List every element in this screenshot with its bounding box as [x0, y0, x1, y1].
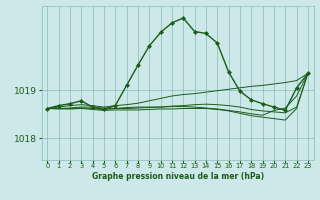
X-axis label: Graphe pression niveau de la mer (hPa): Graphe pression niveau de la mer (hPa) — [92, 172, 264, 181]
